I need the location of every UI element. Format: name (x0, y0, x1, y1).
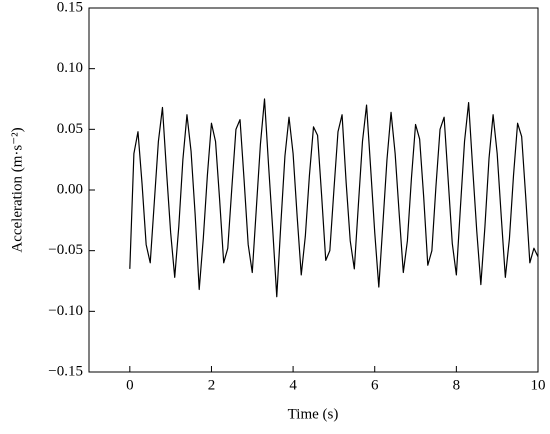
y-axis-title: Acceleration (m·s⁻²) (9, 127, 25, 252)
y-tick-label: 0.05 (57, 121, 83, 137)
x-tick-label: 4 (289, 377, 297, 393)
y-tick-label: −0.15 (48, 363, 83, 379)
data-line (129, 98, 539, 298)
x-tick-label: 0 (126, 377, 134, 393)
y-tick-label: −0.10 (48, 303, 83, 319)
y-tick-label: 0.00 (57, 181, 83, 197)
x-tick-label: 6 (371, 377, 379, 393)
y-tick-label: 0.10 (57, 60, 83, 76)
y-tick-label: −0.05 (48, 242, 83, 258)
y-tick-label: 0.15 (57, 0, 83, 15)
x-tick-label: 10 (531, 377, 546, 393)
plot-frame (88, 7, 539, 373)
x-axis-title: Time (s) (288, 406, 339, 422)
x-tick-label: 8 (453, 377, 461, 393)
x-tick-label: 2 (208, 377, 216, 393)
